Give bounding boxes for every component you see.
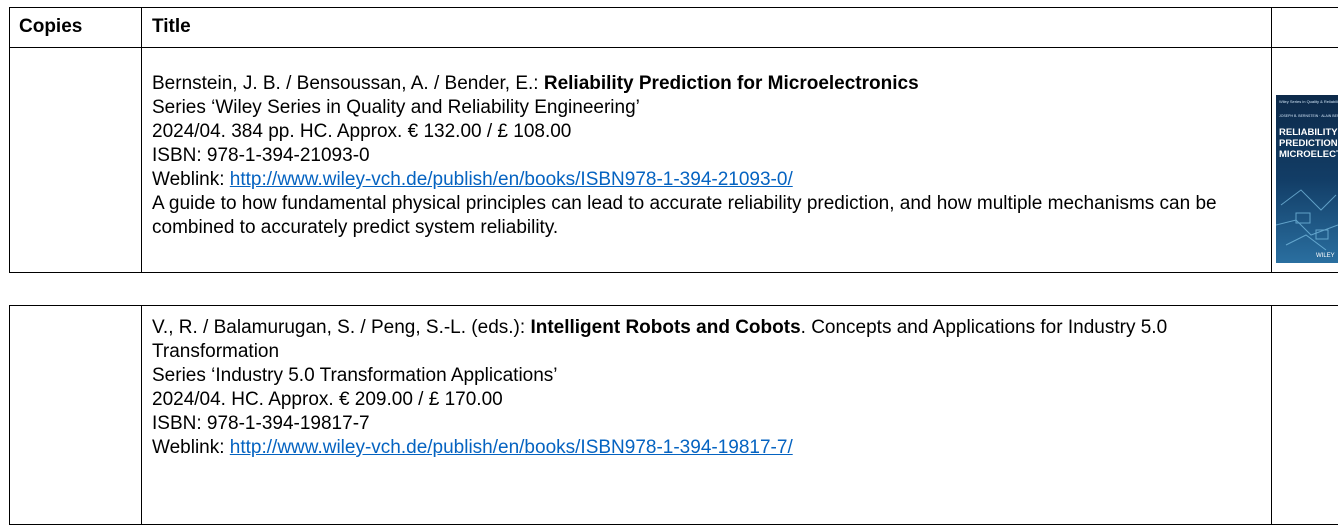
page: Copies Title Bernstein, J. B. / Bensouss… — [9, 7, 1338, 525]
cover-publisher: WILEY — [1316, 253, 1335, 259]
subtitle: . Concepts and Applications for Industry… — [152, 317, 1168, 362]
weblink-label: Weblink: — [152, 437, 230, 458]
isbn: ISBN: 978-1-394-19817-7 — [152, 413, 370, 434]
book-cover: Wiley Series in Quality & Reliability En… — [1276, 95, 1338, 263]
authors: V., R. / Balamurugan, S. / Peng, S.-L. (… — [152, 317, 531, 338]
weblink-url[interactable]: http://www.wiley-vch.de/publish/en/books… — [229, 169, 793, 190]
header-copies: Copies — [19, 16, 83, 37]
column-divider — [141, 305, 142, 525]
weblink-url[interactable]: http://www.wiley-vch.de/publish/en/books… — [229, 437, 793, 458]
column-divider — [1271, 7, 1272, 273]
column-divider — [1271, 305, 1272, 525]
weblink: Weblink: http://www.wiley-vch.de/publish… — [152, 168, 1264, 192]
weblink-label: Weblink: — [152, 169, 230, 190]
book-title: Intelligent Robots and Cobots — [530, 317, 801, 338]
cover-series: Wiley Series in Quality & Reliability En… — [1279, 99, 1338, 104]
table — [9, 7, 1338, 273]
details: 2024/04. 384 pp. HC. Approx. € 132.00 / … — [152, 121, 572, 142]
series: Series ‘Wiley Series in Quality and Reli… — [152, 97, 640, 118]
header-title: Title — [152, 16, 191, 37]
authors: Bernstein, J. B. / Bensoussan, A. / Bend… — [152, 73, 544, 94]
series: Series ‘Industry 5.0 Transformation Appl… — [152, 365, 558, 386]
cover-authors: JOSEPH B. BERNSTEIN · ALAIN BENSOUSSAN E… — [1279, 114, 1338, 118]
isbn: ISBN: 978-1-394-21093-0 — [152, 145, 370, 166]
entry: Bernstein, J. B. / Bensoussan, A. / Bend… — [152, 72, 1264, 240]
cover-title: RELIABILITY — [1279, 127, 1338, 138]
book-title: Reliability Prediction for Microelectron… — [543, 73, 919, 94]
row-divider — [9, 7, 1338, 48]
headline: V., R. / Balamurugan, S. / Peng, S.-L. (… — [152, 316, 1264, 364]
entry: V., R. / Balamurugan, S. / Peng, S.-L. (… — [152, 316, 1264, 460]
weblink: Weblink: http://www.wiley-vch.de/publish… — [152, 436, 1264, 460]
column-divider — [141, 7, 142, 273]
description: A guide to how fundamental physical prin… — [152, 193, 1217, 238]
headline: Bernstein, J. B. / Bensoussan, A. / Bend… — [152, 72, 1264, 96]
cover-title: MICROELECTRONICS — [1279, 149, 1338, 160]
cover-title: PREDICTION FOR — [1279, 138, 1338, 149]
details: 2024/04. HC. Approx. € 209.00 / £ 170.00 — [152, 389, 503, 410]
